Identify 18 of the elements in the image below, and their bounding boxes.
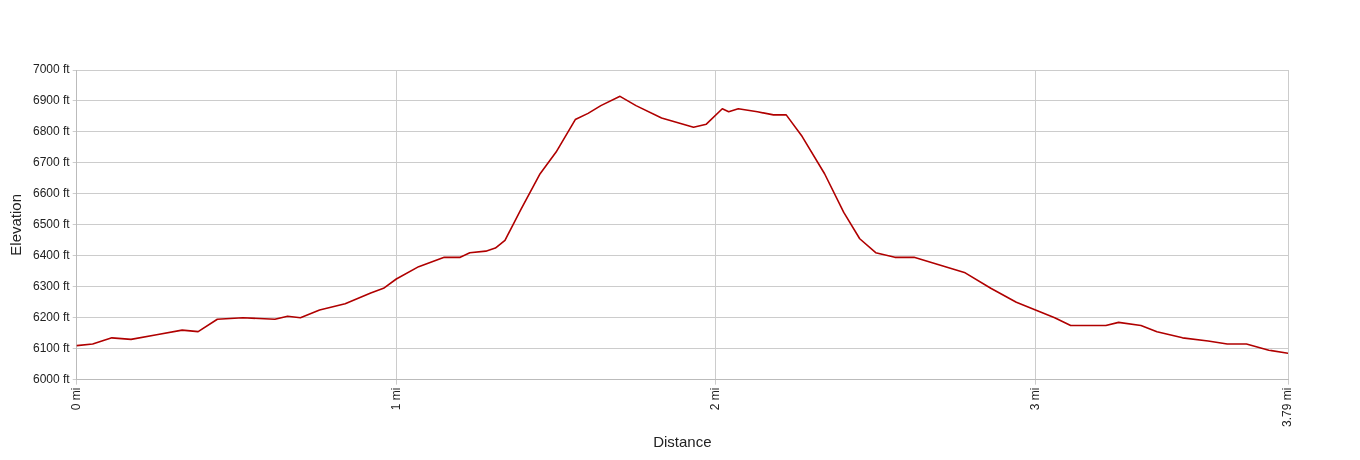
y-tick-label: 6200 ft — [32, 310, 71, 325]
x-axis-title: Distance — [653, 433, 712, 451]
y-tick-label: 6700 ft — [32, 155, 71, 170]
y-tick-label: 6400 ft — [32, 248, 71, 263]
x-tick-label: 3.79 mi — [1280, 387, 1295, 428]
y-tick-label: 6800 ft — [32, 124, 71, 139]
y-tick-label: 6600 ft — [32, 186, 71, 201]
y-tick-label: 6100 ft — [32, 341, 71, 355]
y-tick-label: 7000 ft — [32, 62, 71, 77]
y-tick-label: 6300 ft — [32, 279, 71, 294]
x-tick-label: 2 mi — [708, 387, 723, 411]
x-tick-label: 3 mi — [1027, 387, 1042, 411]
y-tick-label: 6000 ft — [32, 371, 71, 386]
y-tick-label: 6500 ft — [32, 217, 71, 232]
y-axis-title: Elevation — [7, 193, 25, 256]
y-tick-label: 6900 ft — [32, 93, 71, 108]
x-tick-label: 1 mi — [388, 387, 403, 411]
x-tick-label: 0 mi — [69, 387, 84, 411]
